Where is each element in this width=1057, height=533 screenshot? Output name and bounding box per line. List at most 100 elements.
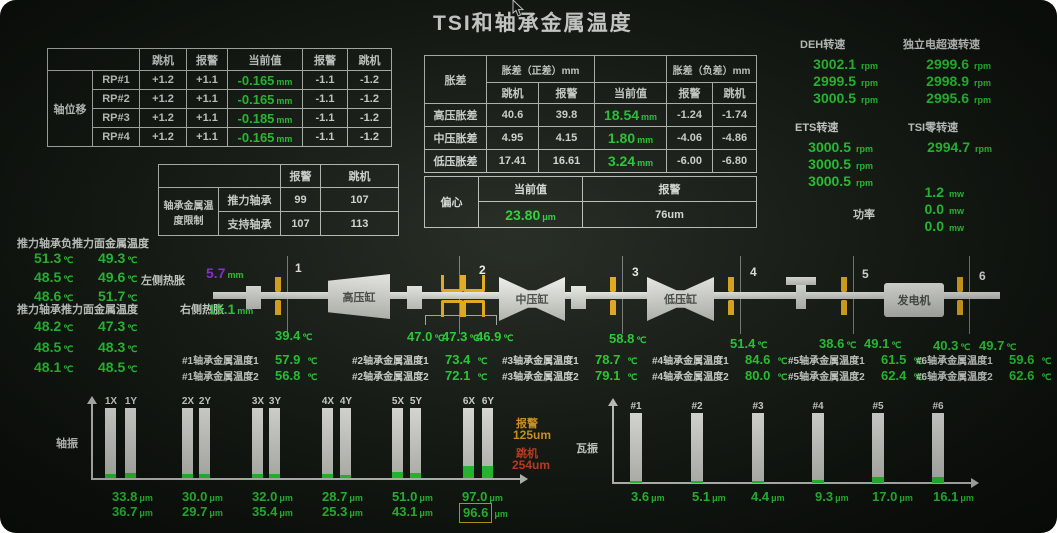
temp-value: 48.2 ℃ (34, 318, 74, 334)
metal-temp-row: #6轴承金属温度1 59.6 ℃ (916, 352, 1052, 367)
unit: rpm (974, 144, 992, 154)
bearing-number: 6 (979, 269, 986, 283)
bearing-3-icon (610, 277, 616, 292)
value: 3000.5 (808, 156, 851, 172)
table-header-row: 跳机 报警 当前值 报警 跳机 (425, 82, 758, 104)
speed-value: 2994.7 rpm (908, 139, 992, 156)
bearing-number: 2 (479, 263, 486, 277)
vibration-bar (872, 413, 884, 483)
bar-label: #2 (691, 401, 703, 412)
eccentricity-table: 偏心 当前值 报警 23.80 μm 76um (424, 176, 757, 228)
vibration-bar (269, 408, 280, 478)
value: 2998.9 (926, 73, 969, 89)
unit: rpm (973, 78, 991, 88)
speed-value: 3000.5 rpm (800, 90, 878, 107)
alarm-header: 报警 (302, 48, 348, 71)
trip-value: 113 (320, 211, 399, 236)
trip-header: 跳机 (712, 82, 758, 104)
temp-value: 49.6 ℃ (98, 269, 138, 285)
temp-value: 48.1 ℃ (34, 359, 74, 375)
alarm-pos: +1.1 (186, 108, 228, 128)
ets-speed-label: ETS转速 (795, 122, 839, 134)
speed-value: 2999.6 rpm (903, 56, 991, 73)
unit: rpm (855, 178, 873, 188)
table-row: RP#2 +1.2 +1.1 -0.165 mm -1.1 -1.2 (48, 89, 392, 109)
power-label: 功率 (853, 209, 875, 221)
vibration-value: 28.7 μm (322, 489, 363, 504)
vibration-bar (322, 408, 333, 478)
temp-value: 48.5 ℃ (98, 359, 138, 375)
vibration-bar (105, 408, 116, 478)
value: 2994.7 (927, 139, 970, 155)
vibration-bar (410, 408, 421, 478)
value: 23.80 (505, 206, 541, 223)
power-value: 0.0 mw (912, 218, 964, 235)
alarm-neg: -1.1 (302, 108, 348, 128)
power-value: 0.0 mw (912, 201, 964, 218)
trip-pos: +1.2 (139, 127, 187, 147)
bearing-temp-limit-table: 报警 跳机 轴承金属温度限制 推力轴承 99 107 支持轴承 107 113 (158, 164, 399, 236)
y-axis (612, 406, 614, 484)
bearing-temp: 46.9 ℃ (476, 329, 514, 344)
table-row: 23.80 μm 76um (425, 201, 757, 228)
generator-label: 发电机 (897, 295, 931, 307)
metal-temp-row: #4轴承金属温度1 84.6 ℃ (652, 352, 788, 367)
bar-label: #4 (812, 401, 824, 412)
bar-label: #6 (932, 401, 944, 412)
vibration-value-highlighted: 96.6 μm (459, 503, 508, 523)
bar-label: 4X (321, 396, 335, 407)
alarm-neg: -6.00 (666, 149, 714, 173)
unit: mm (276, 133, 293, 144)
trip-pos: 17.41 (486, 149, 539, 173)
value: 3000.5 (808, 173, 851, 189)
trip-neg: -1.2 (347, 108, 392, 128)
x-axis (91, 478, 521, 480)
temp-value: 49.3 ℃ (98, 250, 138, 266)
alarm-header: 报警 (537, 82, 596, 104)
vibration-bar (392, 408, 403, 478)
bearing-2-icon (441, 275, 463, 292)
bearing-temp: 47.3 ℃ (442, 329, 480, 344)
deh-speed-block: DEH转速 3002.1 rpm 2999.5 rpm 3000.5 rpm (800, 36, 878, 107)
bearing-number: 3 (632, 265, 639, 279)
bearing-3-metal-temps: #3轴承金属温度1 78.7 ℃ #3轴承金属温度2 79.1 ℃ (502, 352, 637, 384)
trip-neg: -1.2 (347, 127, 392, 147)
unit: mm (276, 76, 293, 87)
metal-temp-row: #4轴承金属温度2 80.0 ℃ (652, 368, 788, 383)
row-name: 高压胀差 (424, 103, 487, 127)
alarm-neg: -1.24 (666, 103, 714, 127)
vibration-value: 4.4 μm (751, 489, 785, 504)
bearing-temp: 49.1 ℃ (864, 336, 902, 351)
speed-value: 3000.5 rpm (795, 156, 873, 173)
row-name: RP#4 (92, 127, 140, 147)
table-row: 中压胀差 4.95 4.15 1.80 mm -4.06 -4.86 (424, 126, 758, 150)
value: 2999.5 (813, 73, 856, 89)
alarm-pos: 16.61 (537, 149, 596, 173)
vibration-value: 35.4 μm (252, 504, 293, 519)
bar-label: #1 (630, 401, 642, 412)
bearing-2-icon (441, 300, 463, 317)
y-axis-arrow-icon (608, 398, 618, 406)
speed-value: 2999.5 rpm (800, 73, 878, 90)
vibration-value: 5.1 μm (692, 489, 726, 504)
group-label: 轴位移 (47, 70, 93, 147)
deh-speed-label: DEH转速 (800, 39, 846, 51)
unit: mw (948, 206, 964, 216)
blank-cell (594, 55, 668, 83)
trip-value: 107 (320, 187, 399, 212)
unit: rpm (973, 61, 991, 71)
bearing-temp: 51.4 ℃ (730, 336, 768, 351)
bar-label: 4Y (339, 396, 353, 407)
vibration-value: 36.7 μm (112, 504, 153, 519)
bearing-6-icon (957, 300, 963, 315)
right-expansion-value: 15.1 mm (208, 301, 254, 317)
trip-pos: +1.2 (139, 70, 187, 90)
row-name: RP#3 (92, 108, 140, 128)
bearing-temp: 49.7 ℃ (979, 338, 1017, 353)
bearing-1-icon (275, 277, 281, 292)
vibration-bar (932, 413, 944, 483)
current-value: -0.165 mm (227, 70, 303, 90)
bearing-number: 4 (750, 265, 757, 279)
